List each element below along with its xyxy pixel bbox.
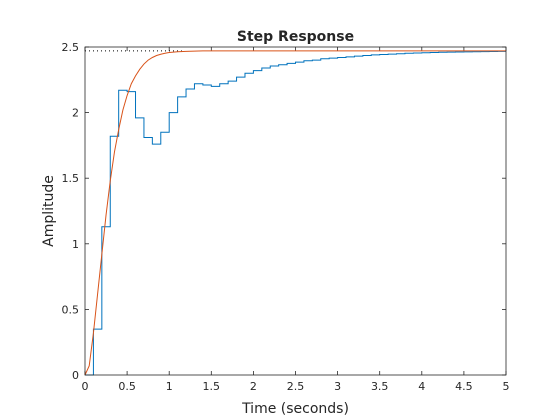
y-tick-label: 1 xyxy=(72,238,79,251)
x-tick-label: 3.5 xyxy=(371,380,389,393)
y-tick-label: 2.5 xyxy=(62,41,80,54)
x-tick-label: 2.5 xyxy=(287,380,305,393)
x-tick-label: 1.5 xyxy=(203,380,221,393)
series-continuous-line xyxy=(84,50,506,376)
y-tick-label: 0 xyxy=(72,369,79,382)
x-tick-label: 1 xyxy=(166,380,173,393)
plot-box xyxy=(84,46,507,376)
y-tick-label: 1.5 xyxy=(62,172,80,185)
series-discrete-stairs xyxy=(85,50,506,376)
x-tick-label: 0 xyxy=(82,380,89,393)
tick-labels: 0 0.5 1 1.5 2 2.5 3 3.5 4 4.5 5 0 0.5 1 1.5 2 2.5 xyxy=(62,41,510,393)
y-tick-label: 0.5 xyxy=(62,303,80,316)
x-axis-label: Time (seconds) xyxy=(241,401,349,417)
x-tick-label: 5 xyxy=(503,380,510,393)
x-tick-label: 2 xyxy=(250,380,257,393)
plot-area xyxy=(85,47,506,375)
y-axis-label: Amplitude xyxy=(41,175,57,247)
chart-title: Step Response xyxy=(237,29,354,45)
x-tick-label: 3 xyxy=(334,380,341,393)
x-tick-label: 0.5 xyxy=(118,380,136,393)
series-group xyxy=(84,50,506,376)
y-tick-label: 2 xyxy=(72,107,79,120)
x-tick-label: 4 xyxy=(418,380,425,393)
x-tick-label: 4.5 xyxy=(455,380,473,393)
